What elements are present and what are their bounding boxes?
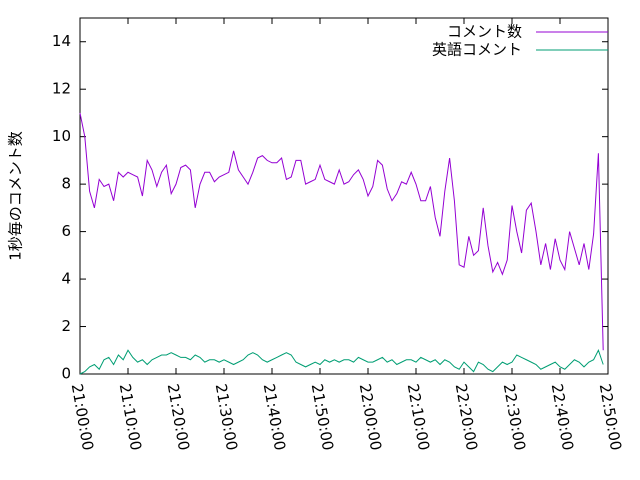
- x-tick-label: 21:10:00: [116, 382, 145, 451]
- y-tick-label: 0: [61, 365, 71, 383]
- x-tick-label: 21:20:00: [164, 382, 193, 451]
- legend-label: コメント数: [447, 23, 522, 41]
- y-axis-label: 1秒毎のコメント数: [7, 131, 25, 261]
- y-tick-label: 12: [52, 80, 71, 98]
- x-tick-label: 21:40:00: [260, 382, 289, 451]
- x-tick-label: 22:10:00: [404, 382, 433, 451]
- x-tick-label: 22:30:00: [500, 382, 529, 451]
- x-tick-label: 22:50:00: [596, 382, 625, 451]
- x-tick-label: 21:00:00: [68, 382, 97, 451]
- series-line: [79, 112, 604, 351]
- y-tick-label: 4: [61, 270, 71, 288]
- plot-border: [79, 17, 609, 375]
- x-tick-label: 22:20:00: [452, 382, 481, 451]
- y-tick-label: 6: [61, 222, 71, 240]
- series-line: [79, 348, 604, 375]
- x-tick-label: 22:00:00: [356, 382, 385, 451]
- x-tick-label: 21:30:00: [212, 382, 241, 451]
- y-tick-label: 2: [61, 317, 71, 335]
- y-tick-label: 14: [52, 32, 71, 50]
- y-tick-label: 8: [61, 175, 71, 193]
- y-tick-label: 10: [52, 127, 71, 145]
- legend-label: 英語コメント: [432, 41, 522, 59]
- x-tick-label: 21:50:00: [308, 382, 337, 451]
- x-tick-label: 22:40:00: [548, 382, 577, 451]
